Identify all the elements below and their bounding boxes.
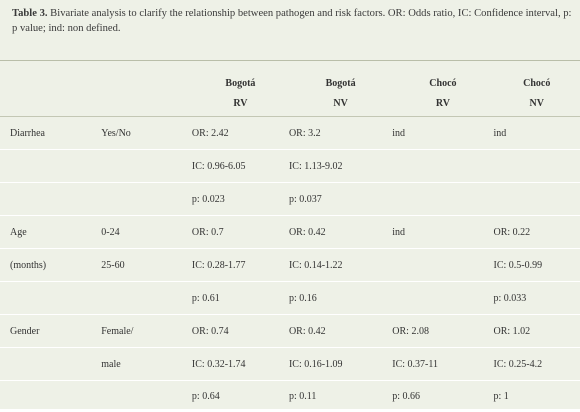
- table-row-cell: OR: 0.74: [192, 315, 289, 348]
- table-row-cell: [101, 381, 192, 412]
- table-row-cell: [0, 381, 101, 412]
- table-row-cell: IC: 0.96-6.05: [192, 150, 289, 183]
- header-row-site-cell: Bogotá: [289, 61, 392, 91]
- table-row-cell: IC: 0.25-4.2: [494, 348, 580, 381]
- header-row-site-cell: Chocó: [392, 61, 493, 91]
- table-row-cell: OR: 0.42: [289, 216, 392, 249]
- caption-label: Table 3.: [12, 8, 48, 19]
- table-row-cell: IC: 0.14-1.22: [289, 249, 392, 282]
- header-row-virus-cell: RV: [192, 91, 289, 117]
- table-row-cell: IC: 0.28-1.77: [192, 249, 289, 282]
- header-row-site-cell: Chocó: [494, 61, 580, 91]
- table-row-cell: [0, 150, 101, 183]
- table-row-cell: [0, 183, 101, 216]
- table-row-cell: [0, 282, 101, 315]
- table-row-cell: [494, 150, 580, 183]
- table-row-cell: [392, 282, 493, 315]
- table-row-cell: p: 0.11: [289, 381, 392, 412]
- header-row-site-cell: Bogotá: [192, 61, 289, 91]
- table-row-cell: [494, 183, 580, 216]
- header-row-site-cell: [0, 61, 101, 91]
- table-row-cell: OR: 2.42: [192, 117, 289, 150]
- header-row-virus-cell: [101, 91, 192, 117]
- table-row-cell: [392, 183, 493, 216]
- table-row-cell: p: 0.64: [192, 381, 289, 412]
- table-row-cell: IC: 1.13-9.02: [289, 150, 392, 183]
- table-row-cell: ind: [392, 117, 493, 150]
- table-row-cell: OR: 1.02: [494, 315, 580, 348]
- table-row-cell: 25-60: [101, 249, 192, 282]
- table-row-cell: male: [101, 348, 192, 381]
- table-row-cell: OR: 0.42: [289, 315, 392, 348]
- table-row-cell: OR: 0.7: [192, 216, 289, 249]
- table-row-cell: [101, 183, 192, 216]
- header-row-virus-cell: NV: [494, 91, 580, 117]
- table-row-cell: IC: 0.32-1.74: [192, 348, 289, 381]
- table-caption: Table 3. Bivariate analysis to clarify t…: [12, 6, 572, 36]
- table-row-cell: Gender: [0, 315, 101, 348]
- table-row-cell: p: 0.037: [289, 183, 392, 216]
- table-row-cell: ind: [392, 216, 493, 249]
- table-row-cell: IC: 0.16-1.09: [289, 348, 392, 381]
- table-row-cell: p: 0.61: [192, 282, 289, 315]
- header-row-virus-cell: RV: [392, 91, 493, 117]
- header-row-site-cell: [101, 61, 192, 91]
- table-row-cell: [392, 249, 493, 282]
- table-row-cell: ind: [494, 117, 580, 150]
- table-row-cell: Age: [0, 216, 101, 249]
- header-row-virus-cell: [0, 91, 101, 117]
- table-row-cell: Yes/No: [101, 117, 192, 150]
- table-row-cell: [392, 150, 493, 183]
- table-row-cell: [0, 348, 101, 381]
- table-row-cell: p: 0.033: [494, 282, 580, 315]
- table-row-cell: p: 1: [494, 381, 580, 412]
- table-row-cell: p: 0.16: [289, 282, 392, 315]
- table-row-cell: OR: 0.22: [494, 216, 580, 249]
- table-row-cell: Diarrhea: [0, 117, 101, 150]
- table-row-cell: OR: 3.2: [289, 117, 392, 150]
- table-row-cell: 0-24: [101, 216, 192, 249]
- table-row-cell: IC: 0.5-0.99: [494, 249, 580, 282]
- caption-text: Bivariate analysis to clarify the relati…: [12, 8, 571, 34]
- table-row-cell: Female/: [101, 315, 192, 348]
- table-row-cell: [101, 150, 192, 183]
- header-row-virus-cell: NV: [289, 91, 392, 117]
- table-row-cell: [101, 282, 192, 315]
- table-row-cell: IC: 0.37-11: [392, 348, 493, 381]
- table-row-cell: (months): [0, 249, 101, 282]
- table-row-cell: OR: 2.08: [392, 315, 493, 348]
- table-row-cell: p: 0.023: [192, 183, 289, 216]
- table-row-cell: p: 0.66: [392, 381, 493, 412]
